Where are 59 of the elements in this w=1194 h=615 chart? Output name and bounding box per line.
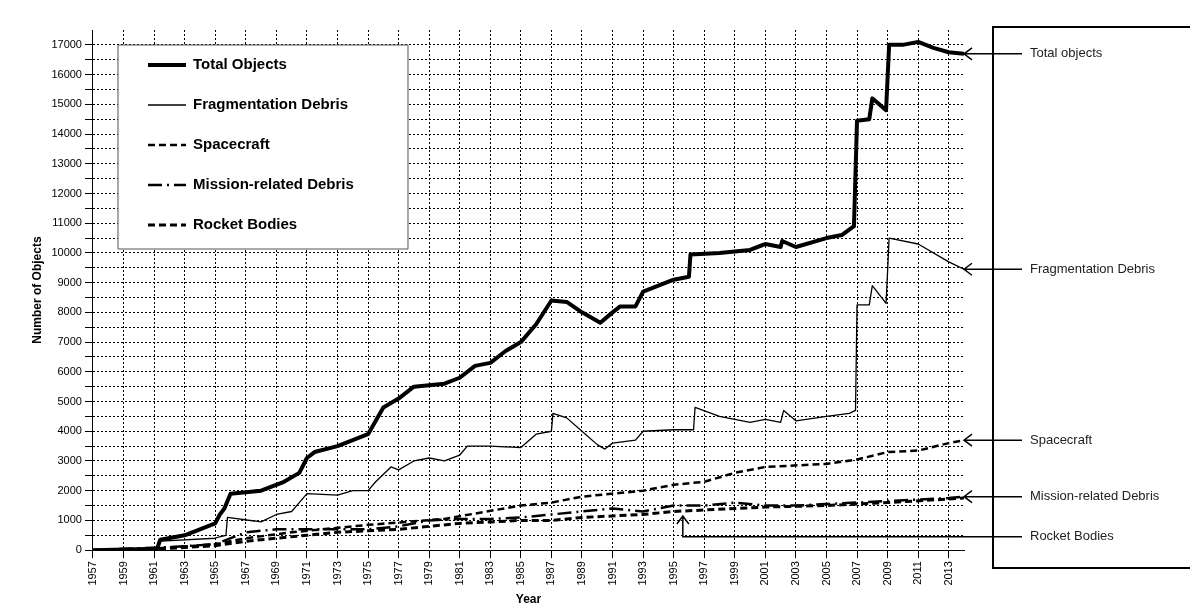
x-tick-label: 1979 [422, 561, 435, 586]
legend-label: Total Objects [192, 55, 287, 73]
x-tick-label: 1975 [361, 561, 374, 586]
x-tick-label: 2013 [941, 561, 954, 586]
x-tick-label: 1993 [636, 561, 649, 586]
y-tick-label: 5000 [57, 394, 82, 407]
y-tick-label: 17000 [51, 37, 82, 50]
x-tick-label: 2009 [880, 561, 893, 586]
legend-label: Spacecraft [192, 135, 270, 153]
text: Spacecraft [1030, 431, 1093, 447]
y-tick-label: 8000 [57, 305, 82, 318]
x-tick-label: 1957 [86, 561, 99, 586]
x-tick-label: 1987 [544, 561, 557, 586]
legend-label: Fragmentation Debris [192, 95, 349, 113]
x-tick-label: 2001 [758, 561, 771, 586]
y-tick-label: 13000 [51, 156, 82, 169]
y-tick-label: 10000 [51, 245, 82, 258]
y-tick-label: 12000 [51, 186, 82, 199]
y-tick-label: 3000 [57, 454, 82, 466]
x-tick-label: 2003 [788, 561, 801, 586]
x-tick-label: 1973 [330, 561, 343, 586]
x-tick-label: 1989 [575, 561, 588, 586]
x-tick-label: 1963 [177, 561, 190, 586]
text: Fragmentation Debris [1030, 260, 1156, 276]
text: Mission-related Debris [1030, 488, 1160, 504]
x-tick-label: 2007 [850, 561, 863, 586]
x-tick-label: 1985 [513, 561, 526, 586]
x-tick-label: 1997 [697, 561, 710, 586]
x-tick-label: 2011 [911, 561, 924, 585]
y-tick-label: 14000 [51, 127, 82, 140]
x-tick-label: 1961 [147, 561, 160, 586]
legend-label: Mission-related Debris [192, 175, 354, 193]
x-tick-label: 1959 [116, 561, 129, 586]
y-tick-label: 11000 [52, 216, 82, 229]
y-tick-label: 6000 [57, 364, 82, 377]
x-tick-label: 1967 [238, 561, 251, 586]
y-tick-label: 16000 [51, 67, 82, 80]
y-tick-label: 2000 [57, 483, 82, 496]
x-tick-label: 1991 [605, 561, 618, 586]
text: Total objects [1030, 45, 1103, 61]
y-axis-title: Number of Objects [29, 236, 44, 344]
x-tick-label: 1969 [269, 561, 282, 586]
x-axis-title: Year [515, 592, 542, 607]
x-tick-label: 1971 [299, 561, 312, 586]
x-tick-label: 1999 [727, 561, 740, 586]
x-tick-label: 1965 [208, 561, 221, 586]
x-tick-label: 1983 [483, 561, 496, 586]
y-tick-label: 15000 [51, 97, 82, 110]
x-tick-label: 1981 [452, 561, 465, 586]
x-tick-label: 1977 [391, 561, 404, 586]
x-tick-label: 1995 [666, 561, 679, 586]
x-tick-label: 2005 [819, 561, 832, 586]
annotation: Rocket Bodies [1030, 528, 1115, 544]
legend-label: Rocket Bodies [192, 215, 298, 233]
y-tick-label: 7000 [57, 335, 82, 348]
y-tick-label: 4000 [57, 424, 82, 437]
y-tick-label: 9000 [57, 275, 82, 288]
y-tick-label: 1000 [57, 513, 82, 526]
y-tick-label: 0 [75, 543, 82, 556]
